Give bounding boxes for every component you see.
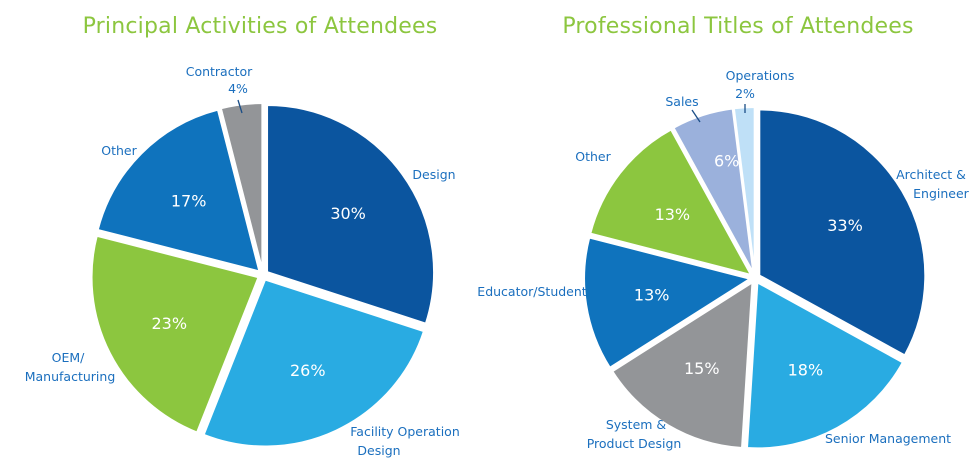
- slice-value-design: 30%: [330, 204, 366, 223]
- slice-value-educator-student: 13%: [634, 285, 670, 304]
- slice-other: [589, 128, 754, 277]
- slice-label-facility-line-1: Facility Operation: [350, 424, 459, 439]
- slice-label-senior-management: Senior Management: [825, 431, 951, 446]
- pie-chart-activities: 30% 26% 23% 17%: [90, 102, 436, 448]
- slice-senior-management: [745, 280, 905, 450]
- slice-architect-engineer: [758, 108, 927, 357]
- slice-value-senior-management: 18%: [788, 361, 824, 380]
- slice-label-sales: Sales: [665, 94, 698, 109]
- slice-label-design: Design: [412, 167, 455, 182]
- slice-facility-operation-design: [202, 278, 426, 448]
- slice-value-architect-engineer: 33%: [827, 216, 863, 235]
- slice-label-system-line-2: Product Design: [587, 436, 682, 451]
- slice-system-product-design: [610, 280, 754, 450]
- slice-value-sales: 6%: [714, 152, 739, 171]
- slice-label-facility-line-2: Design: [357, 443, 400, 458]
- slice-design: [266, 104, 436, 325]
- slice-oem-manufacturing: [90, 234, 260, 434]
- leader-line-sales: [691, 109, 701, 123]
- slice-value-other: 17%: [171, 192, 207, 211]
- slice-label-contractor: Contractor 4%: [186, 64, 257, 96]
- slice-label-oem-manufacturing: OEM/ Manufacturing: [25, 350, 116, 384]
- slice-label-architect-line-1: Architect &: [896, 167, 966, 182]
- slice-label-facility-operation-design: Facility Operation Design: [350, 424, 463, 458]
- slice-label-operations: Operations 2%: [726, 68, 799, 101]
- leader-line-contractor: [237, 99, 243, 114]
- slice-label-oem-line-2: Manufacturing: [25, 369, 116, 384]
- slice-other: [96, 108, 261, 273]
- slice-label-system-product-design: System & Product Design: [587, 417, 682, 451]
- slice-label-architect-line-2: Engineer: [913, 186, 970, 201]
- slice-operations: [732, 106, 756, 274]
- slice-sales: [672, 107, 755, 274]
- slice-value-oem-manufacturing: 23%: [151, 314, 187, 333]
- pie-chart-titles: 33% 18% 15% 13% 13% 6%: [583, 106, 927, 450]
- slice-educator-student: [583, 236, 753, 370]
- slice-value-facility-operation-design: 26%: [290, 361, 326, 380]
- slice-label-other-2: Other: [575, 149, 611, 164]
- slice-contractor: [219, 102, 264, 271]
- slice-label-other-1: Other: [101, 143, 137, 158]
- chart-1-title: Principal Activities of Attendees: [83, 14, 438, 39]
- chart-2-title: Professional Titles of Attendees: [562, 14, 913, 39]
- slice-value-system-product-design: 15%: [684, 359, 720, 378]
- slice-label-architect-engineer: Architect & Engineer: [896, 167, 970, 201]
- slice-label-educator-student: Educator/Student: [477, 284, 586, 299]
- slice-label-system-line-1: System &: [606, 417, 667, 432]
- slice-value-other: 13%: [655, 205, 691, 224]
- slice-label-oem-line-1: OEM/: [52, 350, 86, 365]
